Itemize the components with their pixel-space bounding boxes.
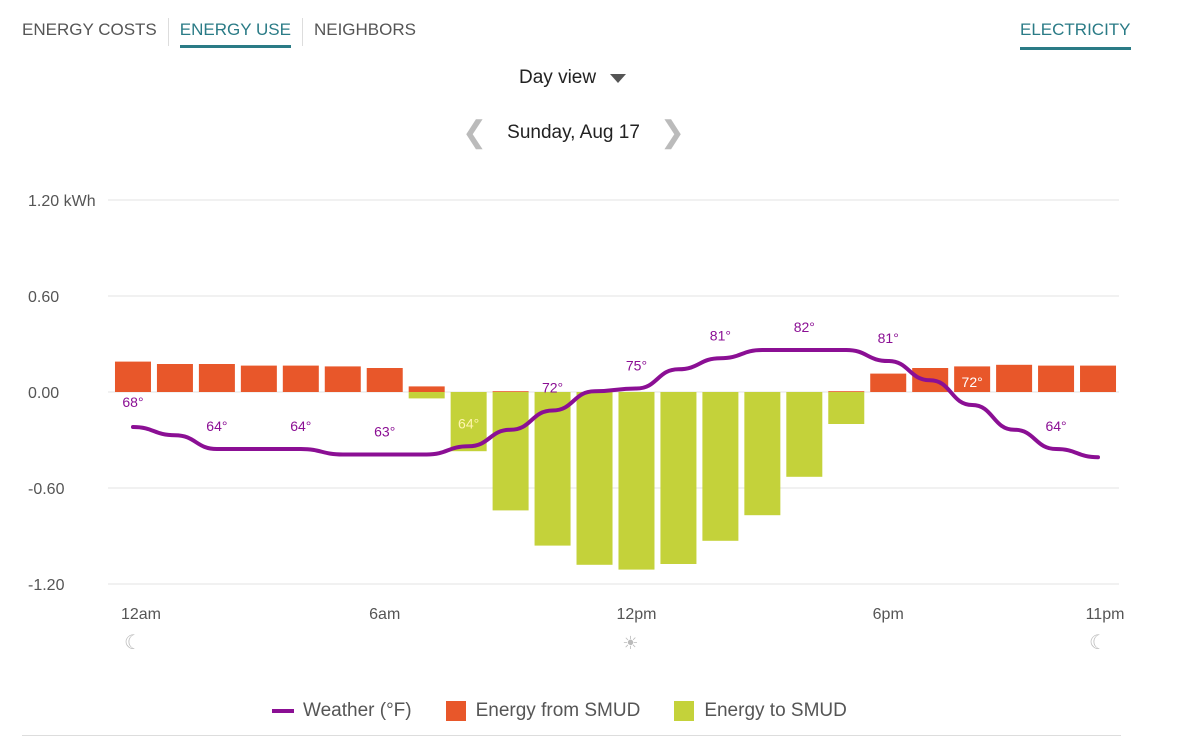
y-tick-label: 1.20 kWh xyxy=(28,193,96,210)
temperature-label: 81° xyxy=(878,330,899,346)
temperature-label: 64° xyxy=(1045,418,1066,434)
chart-legend: Weather (°F) Energy from SMUD Energy to … xyxy=(272,700,881,722)
date-navigator: ❮ Sunday, Aug 17 ❯ xyxy=(462,118,685,148)
bar-energy-to xyxy=(534,392,571,546)
x-tick-label: 6am xyxy=(369,606,400,623)
previous-day-chevron-icon[interactable]: ❮ xyxy=(462,116,488,149)
bar-energy-from xyxy=(870,373,907,392)
bar-energy-to xyxy=(576,392,613,565)
tab-neighbors[interactable]: NEIGHBORS xyxy=(301,18,427,46)
divider xyxy=(22,735,1121,736)
bar-energy-to xyxy=(702,392,739,541)
bar-energy-from xyxy=(1038,365,1075,392)
temperature-label: 81° xyxy=(710,327,731,343)
caret-down-icon xyxy=(610,73,627,83)
moon-icon: ☾ xyxy=(1089,632,1107,654)
tab-energy-costs[interactable]: ENERGY COSTS xyxy=(22,20,157,39)
energy-chart: 1.20 kWh 0.60 0.00 -0.60 -1.20 68° 64° 64° 63° 64… xyxy=(28,193,1125,654)
current-date: Sunday, Aug 17 xyxy=(507,122,640,143)
bar-energy-from xyxy=(366,368,403,392)
temperature-label: 72° xyxy=(542,380,563,396)
bar-energy-to xyxy=(660,392,697,564)
bar-energy-from xyxy=(198,364,235,392)
legend-weather[interactable]: Weather (°F) xyxy=(272,700,412,722)
bar-energy-from xyxy=(114,361,151,392)
x-tick-label: 12am xyxy=(121,606,161,623)
bar-energy-to xyxy=(408,392,445,399)
weather-swatch xyxy=(272,709,294,713)
temperature-label: 64° xyxy=(206,418,227,434)
y-tick-label: 0.60 xyxy=(28,289,59,306)
y-tick-label: -1.20 xyxy=(28,577,65,594)
x-tick-label: 6pm xyxy=(873,606,904,623)
temperature-label: 64° xyxy=(458,415,479,431)
bar-energy-to xyxy=(744,392,781,516)
temperature-label: 72° xyxy=(962,374,983,390)
legend-energy-from[interactable]: Energy from SMUD xyxy=(445,700,640,722)
x-tick-label: 11pm xyxy=(1086,606,1125,623)
x-tick-label: 12pm xyxy=(616,606,656,623)
next-day-chevron-icon[interactable]: ❯ xyxy=(659,116,686,149)
temperature-label: 75° xyxy=(626,358,647,374)
bar-energy-to xyxy=(618,392,655,570)
bar-energy-from xyxy=(156,364,193,392)
bar-energy-to xyxy=(492,392,529,511)
temperature-label: 63° xyxy=(374,424,395,440)
weather-line xyxy=(130,348,1101,460)
sun-icon: ☀ xyxy=(622,633,638,653)
energy-to-swatch xyxy=(674,701,695,721)
bar-energy-from xyxy=(954,366,991,392)
view-select[interactable]: Day view xyxy=(519,67,627,89)
temperature-label: 82° xyxy=(794,319,815,335)
bar-energy-to xyxy=(828,392,865,424)
bar-energy-from xyxy=(828,391,865,393)
tab-electricity[interactable]: ELECTRICITY xyxy=(1020,20,1131,50)
bar-energy-to xyxy=(450,392,487,452)
temperature-label: 64° xyxy=(290,418,311,434)
y-tick-label: 0.00 xyxy=(28,385,59,402)
energy-from-swatch xyxy=(445,701,466,721)
temperature-label: 68° xyxy=(122,394,143,410)
y-tick-label: -0.60 xyxy=(28,481,65,498)
bar-energy-from xyxy=(408,386,445,392)
legend-energy-to[interactable]: Energy to SMUD xyxy=(674,700,847,722)
bar-energy-from xyxy=(996,364,1033,392)
bar-energy-from xyxy=(324,366,361,392)
bar-energy-to xyxy=(786,392,823,477)
view-tabs: ENERGY COSTS ENERGY USE NEIGHBORS xyxy=(22,18,427,48)
bar-energy-from xyxy=(240,365,277,392)
tab-energy-use[interactable]: ENERGY USE xyxy=(167,18,302,48)
bar-energy-from xyxy=(282,365,319,392)
bar-energy-from xyxy=(1080,365,1117,392)
view-select-value: Day view xyxy=(519,67,597,88)
moon-icon: ☾ xyxy=(124,632,142,654)
bar-energy-from xyxy=(492,391,529,393)
